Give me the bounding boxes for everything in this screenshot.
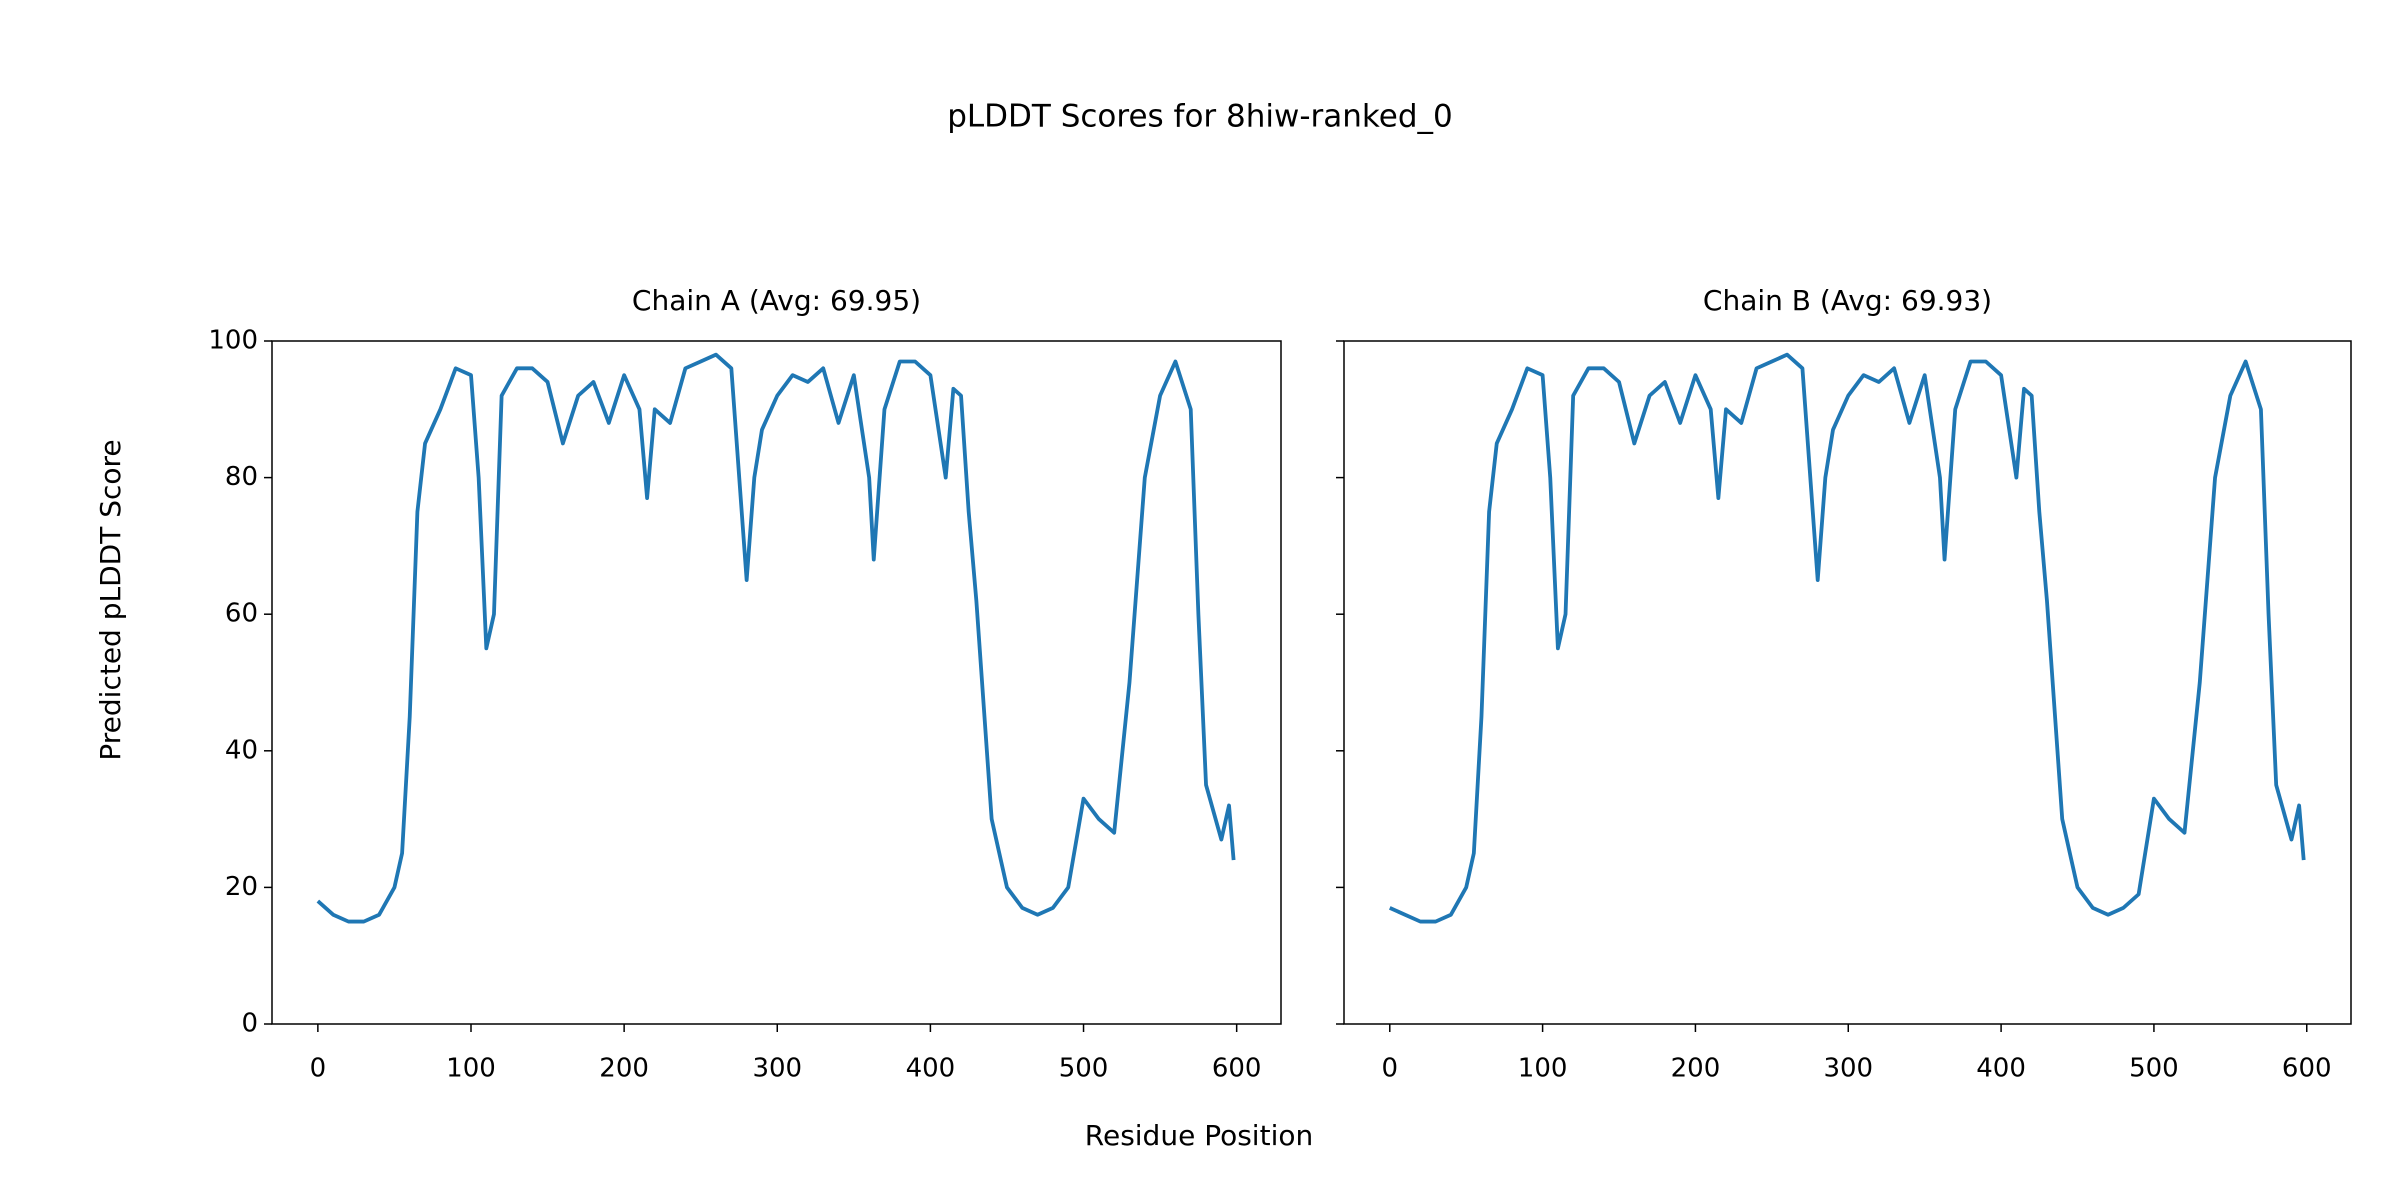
y-tick-label: 60 [225, 599, 258, 629]
x-tick-label: 500 [1059, 1054, 1109, 1084]
x-tick-label: 300 [1823, 1054, 1873, 1084]
y-tick-label: 80 [225, 462, 258, 492]
x-tick-label: 100 [1518, 1054, 1568, 1084]
x-tick-label: 600 [1212, 1054, 1262, 1084]
plot-frame [1343, 340, 2352, 1025]
x-tick-label: 200 [1671, 1054, 1721, 1084]
x-axis-label: Residue Position [1085, 1119, 1313, 1152]
data-line [1388, 352, 2306, 924]
y-tick-label: 40 [225, 735, 258, 765]
x-tick-label: 0 [310, 1054, 327, 1084]
x-tick-label: 200 [599, 1054, 649, 1084]
x-tick-label: 400 [1976, 1054, 2026, 1084]
x-tick-label: 400 [906, 1054, 956, 1084]
x-tick-label: 300 [752, 1054, 802, 1084]
x-tick-label: 500 [2129, 1054, 2179, 1084]
y-tick-label: 0 [241, 1009, 258, 1039]
y-tick-label: 100 [208, 326, 258, 356]
x-tick-label: 0 [1381, 1054, 1398, 1084]
figure-title: pLDDT Scores for 8hiw-ranked_0 [947, 99, 1453, 135]
subplot-title: Chain B (Avg: 69.93) [1703, 284, 1992, 317]
y-axis-label: Predicted pLDDT Score [94, 439, 127, 760]
x-tick-label: 600 [2282, 1054, 2332, 1084]
x-tick-label: 100 [446, 1054, 496, 1084]
subplot-title: Chain A (Avg: 69.95) [632, 284, 921, 317]
plot-frame [271, 340, 1282, 1025]
data-line [316, 352, 1236, 924]
y-tick-label: 20 [225, 872, 258, 902]
